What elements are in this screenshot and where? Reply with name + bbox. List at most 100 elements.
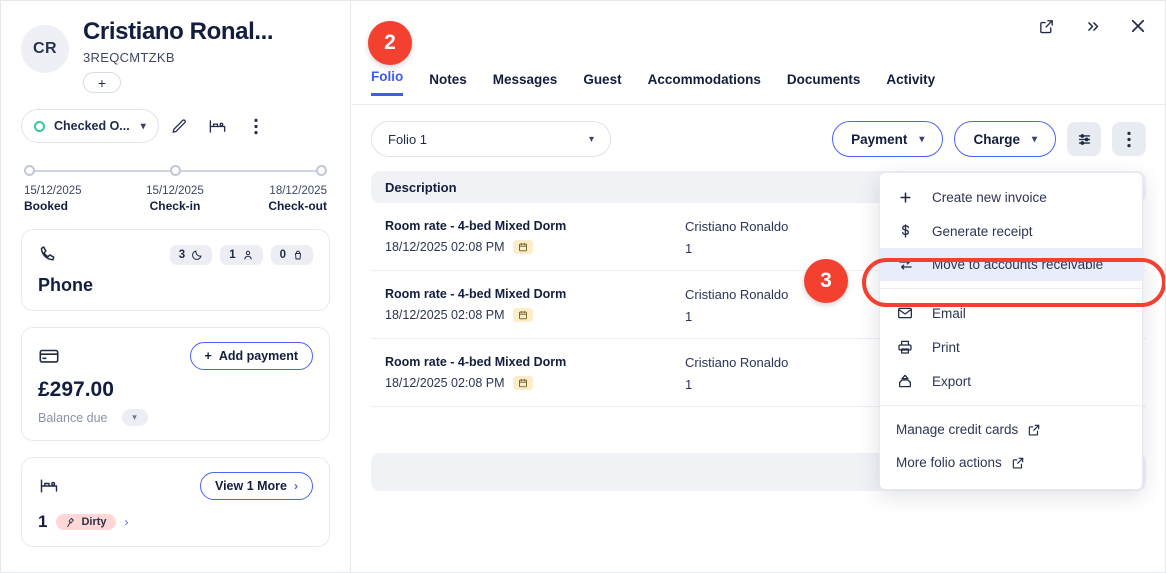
printer-icon (896, 339, 914, 355)
room-number: 1 (38, 512, 48, 532)
add-guest-button[interactable]: + (83, 72, 121, 94)
window-controls (1033, 13, 1151, 39)
sliders-icon[interactable] (1067, 122, 1101, 156)
tab-folio[interactable]: Folio (371, 69, 404, 96)
menu-item-label: Move to accounts receivable (932, 257, 1104, 272)
menu-item-export[interactable]: Export (880, 364, 1142, 398)
chevron-right-icon: › (294, 479, 298, 494)
balance-card: + Add payment £297.00 Balance due ▾ (21, 327, 330, 442)
tab-documents[interactable]: Documents (786, 72, 861, 87)
status-actions-row: Checked O... ▾ (21, 109, 330, 144)
menu-divider (880, 288, 1142, 289)
export-icon (896, 373, 914, 389)
table-row[interactable]: Room rate - 4-bed Mixed Dorm 18/12/2025 … (371, 339, 1146, 407)
menu-item-label: Generate receipt (932, 223, 1033, 239)
row-date: 18/12/2025 02:08 PM (385, 240, 505, 254)
menu-item-email[interactable]: Email (880, 296, 1142, 330)
view-more-label: View 1 More (214, 479, 287, 494)
add-payment-label: Add payment (218, 349, 298, 364)
row-description: Room rate - 4-bed Mixed Dorm (385, 287, 567, 301)
calendar-icon (512, 308, 533, 322)
timeline-label: Booked (24, 199, 69, 214)
timeline-date: 15/12/2025 (24, 185, 82, 198)
guest-name: Cristiano Ronal... (83, 18, 274, 45)
folio-more-menu-button[interactable] (1112, 122, 1146, 156)
chevron-down-icon: ▾ (919, 133, 925, 145)
row-guest: Cristiano Ronaldo (685, 355, 789, 370)
menu-item-label: Email (932, 305, 966, 321)
open-external-icon[interactable] (1033, 13, 1059, 39)
folio-select-value: Folio 1 (388, 131, 428, 147)
payment-button[interactable]: Payment ▾ (832, 121, 944, 157)
booking-source-label: Phone (38, 275, 94, 296)
menu-item-label: Export (932, 373, 972, 389)
timeline-node-checkout (316, 165, 327, 177)
status-dot-icon (34, 120, 45, 132)
menu-item-label: Create new invoice (932, 190, 1047, 205)
tab-notes[interactable]: Notes (429, 72, 467, 87)
menu-item-manage-credit-cards[interactable]: Manage credit cards (880, 413, 1142, 446)
nights-value: 3 (178, 248, 186, 261)
menu-item-more-folio-actions[interactable]: More folio actions (880, 446, 1142, 479)
balance-label: Balance due (38, 410, 108, 425)
folio-select[interactable]: Folio 1 ▾ (371, 121, 611, 157)
pets-value: 0 (279, 248, 286, 261)
dollar-icon (896, 223, 914, 239)
annotation-marker-3: 3 (804, 259, 848, 303)
menu-divider (880, 405, 1142, 406)
tab-guest[interactable]: Guest (583, 72, 622, 87)
table-row[interactable]: Room rate - 4-bed Mixed Dorm 18/12/2025 … (371, 271, 1146, 339)
timeline-date: 18/12/2025 (269, 185, 327, 198)
row-description: Room rate - 4-bed Mixed Dorm (385, 355, 567, 369)
pencil-icon[interactable] (163, 109, 197, 143)
kebab-menu-icon[interactable] (239, 109, 273, 143)
reservation-sidebar: CR Cristiano Ronal... 3REQCMTZKB + Check… (1, 1, 351, 572)
status-badge-label: Dirty (81, 516, 107, 529)
nights-chip: 3 (169, 244, 213, 265)
add-payment-button[interactable]: + Add payment (189, 342, 313, 371)
expand-chevrons-icon[interactable] (1079, 13, 1105, 39)
bed-icon[interactable] (201, 109, 235, 143)
timeline-labels: 15/12/2025 Booked 15/12/2025 Check-in 18… (24, 185, 327, 213)
row-date: 18/12/2025 02:08 PM (385, 376, 505, 390)
menu-item-create-new-invoice[interactable]: Create new invoice (880, 181, 1142, 214)
room-card: View 1 More › 1 Dirty › (21, 457, 330, 548)
calendar-icon (512, 240, 533, 254)
close-icon[interactable] (1125, 13, 1151, 39)
envelope-icon (896, 305, 914, 321)
timeline-label: Check-out (268, 199, 327, 214)
row-qty: 1 (685, 309, 693, 324)
charge-button[interactable]: Charge ▾ (954, 121, 1056, 157)
person-icon (242, 249, 254, 261)
plus-icon: + (204, 349, 212, 364)
table-row[interactable]: Room rate - 4-bed Mixed Dorm 18/12/2025 … (371, 203, 1146, 271)
tab-activity[interactable]: Activity (886, 72, 936, 87)
timeline-node-booked (24, 165, 35, 177)
tab-messages[interactable]: Messages (492, 72, 558, 87)
bed-icon (38, 476, 60, 496)
timeline-item-checkout: 18/12/2025 Check-out (268, 185, 327, 213)
charge-label: Charge (973, 131, 1020, 147)
menu-item-label: More folio actions (896, 455, 1002, 470)
balance-expand-button[interactable]: ▾ (121, 409, 148, 427)
row-guest: Cristiano Ronaldo (685, 219, 789, 234)
reservation-status-dropdown[interactable]: Checked O... ▾ (21, 109, 159, 144)
view-more-rooms-button[interactable]: View 1 More › (199, 472, 313, 501)
timeline-item-checkin: 15/12/2025 Check-in (146, 185, 204, 213)
folio-tabs: Folio Notes Messages Guest Accommodation… (371, 69, 935, 96)
folio-toolbar: Folio 1 ▾ Payment ▾ Charge ▾ (371, 121, 1146, 157)
menu-item-generate-receipt[interactable]: Generate receipt (880, 214, 1142, 248)
balance-amount: £297.00 (38, 378, 114, 402)
tab-accommodations[interactable]: Accommodations (647, 72, 761, 87)
moon-icon (191, 249, 203, 261)
column-header-description: Description (385, 179, 457, 195)
menu-item-move-to-accounts-receivable[interactable]: Move to accounts receivable (880, 248, 1142, 281)
timeline-date: 15/12/2025 (146, 185, 204, 198)
room-details-chevron-icon[interactable]: › (124, 515, 129, 530)
tabs-divider (352, 104, 1165, 105)
guest-header: CR Cristiano Ronal... 3REQCMTZKB + (21, 18, 330, 94)
row-date: 18/12/2025 02:08 PM (385, 308, 505, 322)
menu-item-print[interactable]: Print (880, 330, 1142, 364)
confirmation-code: 3REQCMTZKB (83, 50, 175, 66)
